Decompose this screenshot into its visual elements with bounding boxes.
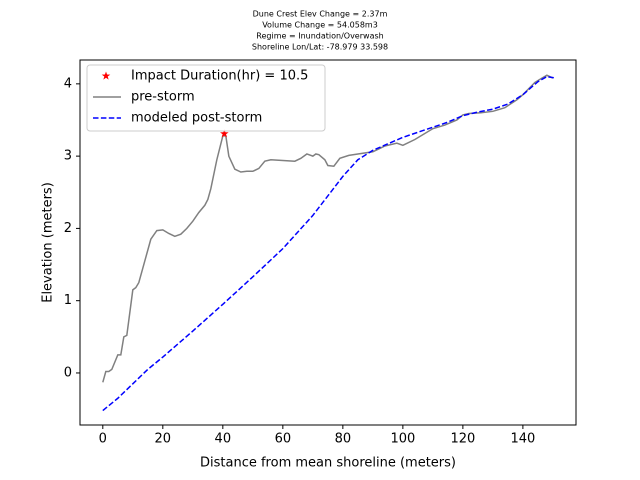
legend-label: Impact Duration(hr) = 10.5 xyxy=(131,69,308,84)
x-tick-label: 60 xyxy=(275,432,292,447)
chart-title: Volume Change = 54.058m3 xyxy=(262,21,378,30)
x-tick-label: 40 xyxy=(215,432,232,447)
x-axis-label: Distance from mean shoreline (meters) xyxy=(200,456,456,471)
series-line xyxy=(102,74,554,383)
y-tick-label: 3 xyxy=(64,149,72,164)
series-line xyxy=(102,75,557,412)
legend-swatch xyxy=(101,71,111,80)
y-tick-label: 1 xyxy=(64,293,72,308)
x-tick-label: 20 xyxy=(155,432,172,447)
impact-marker xyxy=(220,129,229,138)
chart-title: Dune Crest Elev Change = 2.37m xyxy=(253,10,388,19)
legend-label: modeled post-storm xyxy=(131,111,262,126)
y-axis-label: Elevation (meters) xyxy=(41,182,56,303)
legend-label: pre-storm xyxy=(131,90,195,105)
legend-box xyxy=(86,64,326,132)
chart-title: Regime = Inundation/Overwash xyxy=(256,32,383,41)
x-tick-label: 80 xyxy=(335,432,352,447)
plot-frame xyxy=(79,59,577,426)
chart-title: Shoreline Lon/Lat: -78.979 33.598 xyxy=(252,43,388,52)
y-tick-label: 4 xyxy=(64,76,72,91)
x-tick-label: 0 xyxy=(99,432,107,447)
x-tick-label: 100 xyxy=(390,432,415,447)
y-tick-label: 2 xyxy=(64,221,72,236)
x-tick-label: 140 xyxy=(510,432,535,447)
y-tick-label: 0 xyxy=(64,365,72,380)
x-tick-label: 120 xyxy=(450,432,475,447)
